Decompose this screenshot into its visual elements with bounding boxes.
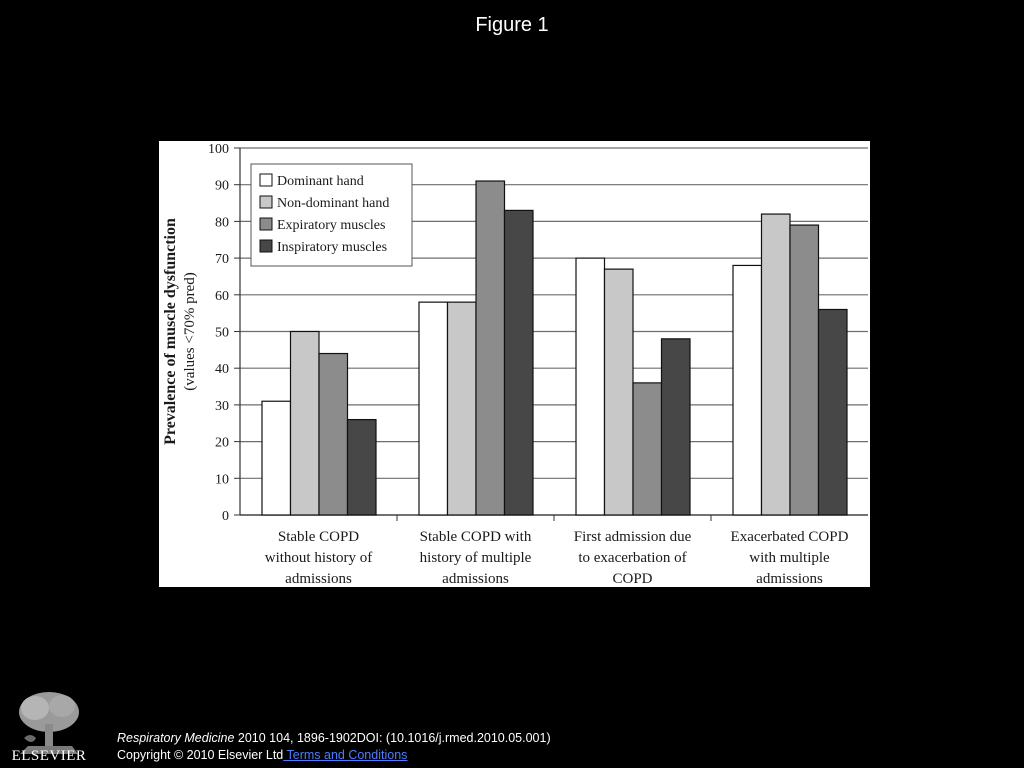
bar (446, 301, 477, 516)
bar (760, 213, 791, 516)
y-tick-label: 40 (215, 362, 229, 377)
bar (346, 418, 377, 516)
x-tick-label: admissions (442, 571, 509, 587)
bar (318, 352, 349, 516)
y-tick-label: 60 (215, 289, 229, 304)
bar (660, 338, 691, 516)
terms-and-conditions-link[interactable]: Terms and Conditions (283, 748, 408, 762)
x-tick-label: First admission due (574, 529, 692, 545)
x-tick-label: admissions (285, 571, 352, 587)
y-tick-label: 20 (215, 436, 229, 451)
slide-title: Figure 1 (475, 14, 549, 36)
legend-swatch (259, 195, 273, 209)
x-tick-label: Stable COPD with (420, 529, 532, 545)
citation: Respiratory Medicine 2010 104, 1896-1902… (117, 731, 551, 745)
legend-label: Inspiratory muscles (277, 240, 387, 255)
bar (475, 180, 506, 516)
bar (289, 330, 320, 516)
citation-details: 2010 104, 1896-1902DOI: (10.1016/j.rmed.… (234, 731, 551, 745)
bar (789, 224, 820, 516)
y-tick-label: 0 (222, 509, 229, 524)
elsevier-tree-logo-icon (10, 688, 88, 758)
x-tick-label: COPD (612, 571, 652, 587)
x-tick-label: Stable COPD (278, 529, 359, 545)
x-tick-label: history of multiple (420, 550, 532, 566)
x-tick-label: admissions (756, 571, 823, 587)
elsevier-logo-text: ELSEVIER (11, 748, 87, 764)
legend-box (250, 163, 413, 267)
y-tick-label: 10 (215, 472, 229, 487)
y-axis-label: (values <70% pred) (182, 272, 198, 390)
x-tick-label: Exacerbated COPD (731, 529, 849, 545)
y-tick-label: 100 (208, 142, 229, 157)
bar (261, 400, 292, 516)
bar-chart: 0 10 20 30 40 50 60 70 80 90 100 Stable COPD without… (162, 142, 868, 587)
y-tick-label: 30 (215, 399, 229, 414)
bar (418, 301, 449, 516)
y-tick-label: 80 (215, 215, 229, 230)
copyright-text: Copyright © 2010 Elsevier Ltd (117, 748, 284, 762)
x-tick-label: without history of (265, 550, 373, 566)
copyright-line: Copyright © 2010 Elsevier Ltd Terms and … (117, 748, 407, 762)
y-tick-label: 70 (215, 252, 229, 267)
journal-name: Respiratory Medicine (117, 731, 235, 745)
bar (503, 209, 534, 516)
x-tick-label: to exacerbation of (578, 550, 686, 566)
legend-label: Expiratory muscles (277, 218, 385, 233)
legend-label: Dominant hand (277, 174, 364, 189)
legend-swatch (259, 239, 273, 253)
y-tick-label: 50 (215, 326, 229, 341)
figure-panel: 0 10 20 30 40 50 60 70 80 90 100 Stable COPD without… (159, 141, 870, 587)
bar (732, 264, 763, 516)
legend-label: Non-dominant hand (277, 196, 389, 211)
x-tick-label: with multiple (749, 550, 830, 566)
y-tick-label: 90 (215, 179, 229, 194)
y-axis-label: Prevalence of muscle dysfunction (162, 218, 179, 445)
bar (817, 308, 848, 516)
bar (603, 268, 634, 516)
legend-swatch (259, 217, 273, 231)
bar (632, 382, 663, 516)
legend-swatch (259, 173, 273, 187)
bar (575, 257, 606, 516)
